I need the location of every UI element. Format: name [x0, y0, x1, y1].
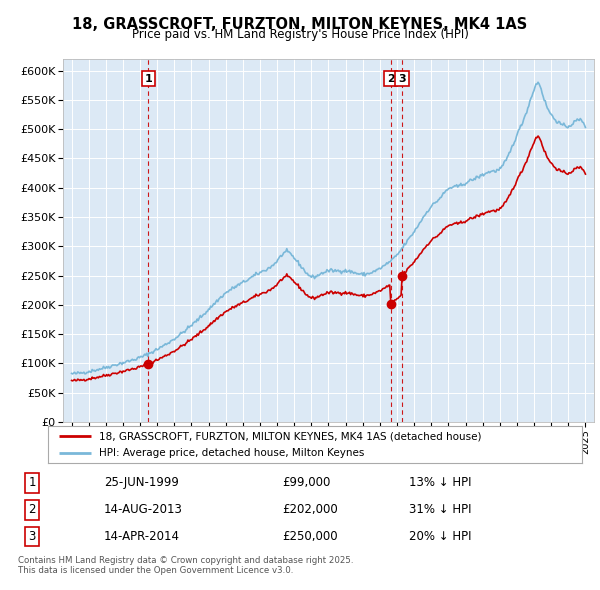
Text: 2: 2	[386, 74, 394, 84]
Text: 1: 1	[145, 74, 152, 84]
Text: £99,000: £99,000	[283, 477, 331, 490]
Text: 18, GRASSCROFT, FURZTON, MILTON KEYNES, MK4 1AS: 18, GRASSCROFT, FURZTON, MILTON KEYNES, …	[73, 17, 527, 31]
Text: Contains HM Land Registry data © Crown copyright and database right 2025.
This d: Contains HM Land Registry data © Crown c…	[18, 556, 353, 575]
Text: 14-APR-2014: 14-APR-2014	[104, 530, 180, 543]
Text: 18, GRASSCROFT, FURZTON, MILTON KEYNES, MK4 1AS (detached house): 18, GRASSCROFT, FURZTON, MILTON KEYNES, …	[99, 431, 481, 441]
Text: 3: 3	[28, 530, 36, 543]
Text: £202,000: £202,000	[283, 503, 338, 516]
Text: 13% ↓ HPI: 13% ↓ HPI	[409, 477, 472, 490]
Text: 31% ↓ HPI: 31% ↓ HPI	[409, 503, 472, 516]
Text: 2: 2	[28, 503, 36, 516]
Text: 14-AUG-2013: 14-AUG-2013	[104, 503, 183, 516]
Text: 3: 3	[398, 74, 406, 84]
Text: £250,000: £250,000	[283, 530, 338, 543]
Text: Price paid vs. HM Land Registry's House Price Index (HPI): Price paid vs. HM Land Registry's House …	[131, 28, 469, 41]
Text: 1: 1	[28, 477, 36, 490]
Text: HPI: Average price, detached house, Milton Keynes: HPI: Average price, detached house, Milt…	[99, 448, 364, 458]
Text: 20% ↓ HPI: 20% ↓ HPI	[409, 530, 472, 543]
Text: 25-JUN-1999: 25-JUN-1999	[104, 477, 179, 490]
